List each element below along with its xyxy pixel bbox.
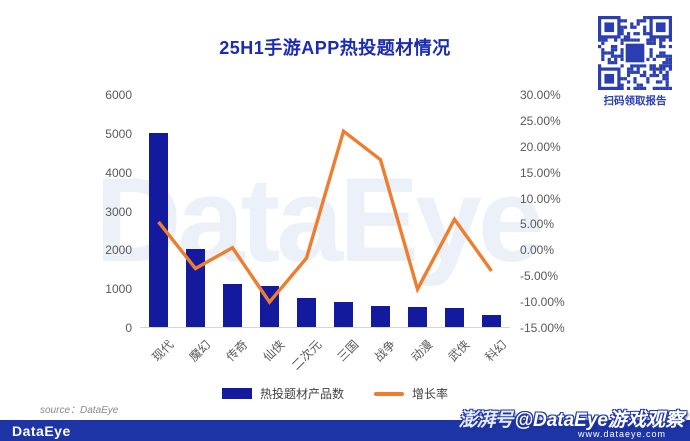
y-right-tick: -5.00% — [520, 269, 559, 284]
account-watermark: 澎湃号 @DataEye游戏观察 — [458, 405, 684, 432]
legend-line-label: 增长率 — [412, 387, 449, 401]
x-label-仙侠: 仙侠 — [259, 337, 287, 365]
bar-战争 — [371, 305, 390, 327]
dataeye-logo: DataEye — [12, 423, 71, 439]
bar-三国 — [334, 301, 353, 327]
y-right-tick: 30.00% — [520, 88, 561, 102]
y-left-tick: 6000 — [105, 88, 132, 102]
x-label-武侠: 武侠 — [444, 337, 472, 365]
footer-bar — [0, 420, 690, 441]
y-right-tick: -10.00% — [520, 295, 565, 310]
footer-website: www.dataeye.com — [577, 429, 666, 439]
x-label-二次元: 二次元 — [288, 337, 324, 373]
legend-line-swatch — [374, 391, 404, 396]
legend-bar-label: 热投题材产品数 — [259, 387, 344, 401]
y-right-tick: 15.00% — [520, 165, 561, 180]
bar-动漫 — [408, 306, 427, 327]
x-label-三国: 三国 — [333, 337, 361, 365]
y-right-tick: -15.00% — [520, 321, 565, 335]
x-axis-line — [140, 327, 510, 328]
x-label-现代: 现代 — [148, 337, 176, 365]
y-left-tick: 5000 — [105, 126, 132, 141]
qr-block: 扫码领取报告 — [596, 16, 674, 108]
y-left-tick: 0 — [125, 321, 132, 335]
qr-caption: 扫码领取报告 — [603, 95, 667, 107]
plot-area — [140, 95, 510, 328]
bar-二次元 — [297, 297, 316, 327]
source-note: source：DataEye — [40, 405, 119, 416]
y-right-tick: 25.00% — [520, 113, 561, 128]
y-left-tick: 1000 — [105, 282, 132, 297]
y-right-tick: 20.00% — [520, 139, 561, 154]
x-label-科幻: 科幻 — [481, 337, 509, 365]
account-name: @DataEye游戏观察 — [514, 410, 684, 431]
legend-bar-swatch — [221, 388, 252, 399]
y-left-tick: 3000 — [105, 204, 132, 219]
bar-现代 — [149, 132, 168, 327]
y-right-tick: 10.00% — [520, 191, 561, 206]
platform-logo: 澎湃号 — [458, 410, 513, 431]
x-label-战争: 战争 — [370, 337, 398, 365]
growth-rate-line — [157, 128, 493, 305]
y-right-tick: 0.00% — [520, 243, 555, 258]
bar-武侠 — [445, 308, 464, 327]
x-label-传奇: 传奇 — [222, 337, 250, 365]
y-right-tick: 5.00% — [520, 217, 555, 232]
chart-title: 25H1手游APP热投题材情况 — [219, 38, 451, 58]
chart-legend: 热投题材产品数 增长率 — [95, 385, 575, 402]
bar-科幻 — [482, 315, 501, 327]
x-label-动漫: 动漫 — [407, 337, 435, 365]
y-left-tick: 2000 — [105, 243, 132, 258]
x-label-魔幻: 魔幻 — [185, 337, 213, 365]
qr-code-icon — [598, 16, 672, 90]
bar-传奇 — [223, 284, 242, 327]
bar-魔幻 — [186, 249, 205, 327]
y-left-tick: 4000 — [105, 165, 132, 180]
